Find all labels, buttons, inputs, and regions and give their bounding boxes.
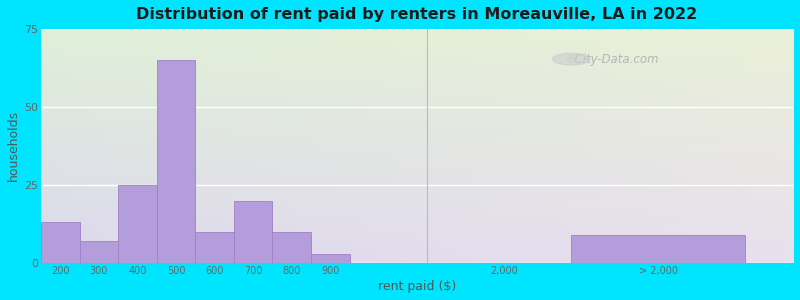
Bar <box>273 232 311 263</box>
Text: City-Data.com: City-Data.com <box>566 52 658 66</box>
Bar <box>41 223 79 263</box>
Bar <box>234 201 273 263</box>
Title: Distribution of rent paid by renters in Moreauville, LA in 2022: Distribution of rent paid by renters in … <box>137 7 698 22</box>
Bar <box>311 254 350 263</box>
Bar <box>571 235 745 263</box>
X-axis label: rent paid ($): rent paid ($) <box>378 280 456 293</box>
Bar <box>118 185 157 263</box>
Bar <box>195 232 234 263</box>
Y-axis label: households: households <box>7 110 20 182</box>
Text: ⊕: ⊕ <box>566 52 577 66</box>
Circle shape <box>553 53 590 65</box>
Bar <box>157 60 195 263</box>
Bar <box>79 241 118 263</box>
